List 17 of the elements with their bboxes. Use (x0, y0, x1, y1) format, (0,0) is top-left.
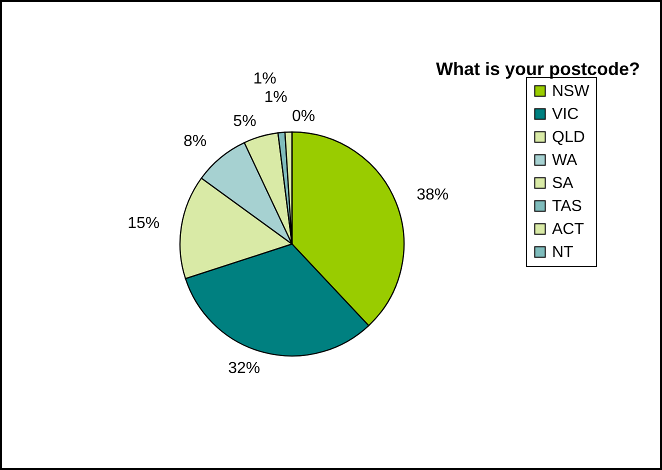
legend-label: NSW (552, 83, 590, 100)
data-label: 15% (128, 215, 160, 232)
legend-label: NT (552, 244, 574, 261)
data-label: 5% (233, 113, 256, 130)
text: 0% (292, 108, 316, 125)
legend-label: ACT (552, 221, 584, 238)
legend-label: TAS (552, 198, 582, 215)
data-label: 1% (264, 89, 288, 106)
chart-title: What is your postcode? (436, 59, 640, 79)
legend-label: QLD (552, 129, 585, 146)
data-label: 1% (253, 70, 276, 88)
data-label: 8% (183, 132, 207, 150)
data-label: 38% (416, 186, 449, 204)
legend-label: VIC (552, 106, 579, 123)
legend-label: SA (552, 175, 574, 192)
legend-label: WA (552, 152, 578, 169)
data-label: 32% (228, 360, 260, 377)
